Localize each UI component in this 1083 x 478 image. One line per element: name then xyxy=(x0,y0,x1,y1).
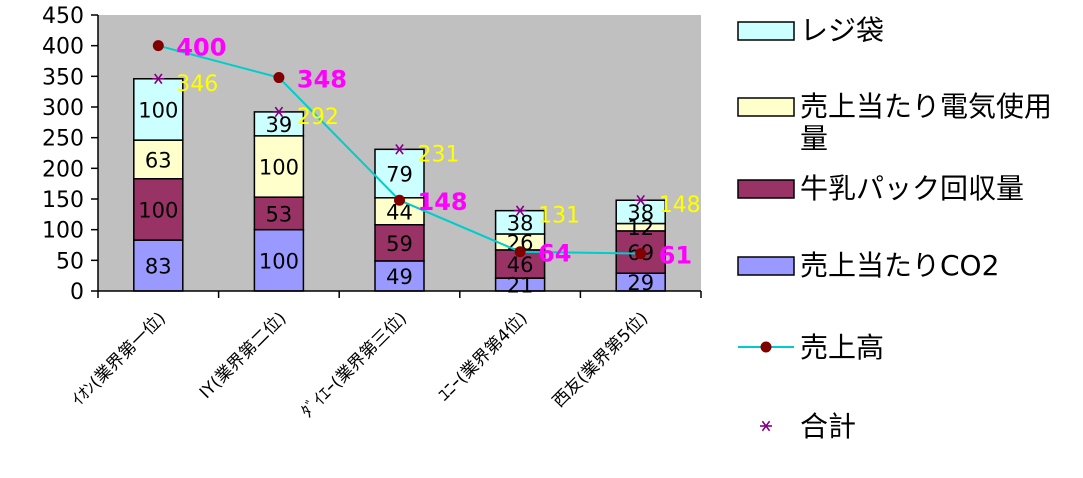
y-tick-label: 300 xyxy=(42,96,84,121)
bar-value-label: 83 xyxy=(145,255,172,279)
sales-value-label: 61 xyxy=(659,242,692,270)
total-value-label: 231 xyxy=(418,142,460,167)
x-category-label: ｲｵﾝ(業界第一位) xyxy=(68,308,170,410)
y-tick-label: 350 xyxy=(42,65,84,90)
sales-value-label: 148 xyxy=(418,188,468,216)
x-axis: ｲｵﾝ(業界第一位) IY(業界第二位) ﾀﾞｲｴｰ(業界第三位) ﾕﾆｰ(業界第4位… xyxy=(68,291,701,422)
x-category-label: 西友(業界第5位) xyxy=(549,308,652,411)
y-tick-label: 150 xyxy=(42,188,84,213)
total-value-label: 346 xyxy=(176,72,218,97)
bar-value-label: 100 xyxy=(138,198,178,222)
y-tick-label: 250 xyxy=(42,127,84,152)
legend-label: 牛乳パック回収量 xyxy=(800,172,1024,205)
sales-value-label: 348 xyxy=(297,66,347,94)
y-tick-label: 50 xyxy=(56,249,84,274)
legend-label: 売上当たり電気使用量 xyxy=(800,90,1052,155)
x-category-label: ﾀﾞｲｴｰ(業界第三位) xyxy=(297,308,411,422)
legend-label: 売上当たりCO2 xyxy=(800,249,999,282)
bar-value-label: 100 xyxy=(138,98,178,122)
bar-value-label: 21 xyxy=(507,274,534,298)
bar-value-label: 59 xyxy=(386,232,413,256)
legend-swatch xyxy=(738,22,794,40)
sales-point xyxy=(515,246,526,257)
x-category-label: ﾕﾆｰ(業界第4位) xyxy=(434,308,531,405)
total-value-label: 131 xyxy=(538,204,580,229)
bar-value-label: 100 xyxy=(259,249,299,273)
legend-swatch xyxy=(738,180,794,198)
sales-point xyxy=(273,72,284,83)
bar-value-label: 63 xyxy=(145,148,172,172)
total-value-label: 292 xyxy=(297,105,339,130)
sales-point xyxy=(153,40,164,51)
bar-value-label: 53 xyxy=(266,202,293,226)
y-tick-label: 450 xyxy=(42,4,84,29)
bar-value-label: 38 xyxy=(507,211,534,235)
sales-value-label: 400 xyxy=(176,34,226,62)
bar-value-label: 38 xyxy=(627,201,654,225)
y-tick-label: 0 xyxy=(70,280,84,305)
total-value-label: 148 xyxy=(659,193,701,218)
sales-point xyxy=(394,195,405,206)
bar-value-label: 100 xyxy=(259,155,299,179)
legend-label: 合計 xyxy=(800,410,856,443)
y-tick-label: 100 xyxy=(42,219,84,244)
bar-value-label: 39 xyxy=(266,113,293,137)
legend-total-marker xyxy=(760,421,772,431)
sales-value-label: 64 xyxy=(538,240,571,268)
x-category-label: IY(業界第二位) xyxy=(196,308,291,403)
legend-label: 売上高 xyxy=(800,331,884,364)
legend-swatch xyxy=(738,98,794,116)
bar-value-label: 79 xyxy=(386,163,413,187)
legend-swatch xyxy=(738,257,794,275)
legend-label: レジ袋 xyxy=(800,14,884,47)
sales-point xyxy=(635,248,646,259)
legend-line-marker xyxy=(761,342,772,353)
y-axis: 0 50 100 150 200 250 300 350 400 450 xyxy=(42,4,98,305)
y-tick-label: 400 xyxy=(42,35,84,60)
bar-value-label: 49 xyxy=(386,265,413,289)
y-tick-label: 200 xyxy=(42,157,84,182)
